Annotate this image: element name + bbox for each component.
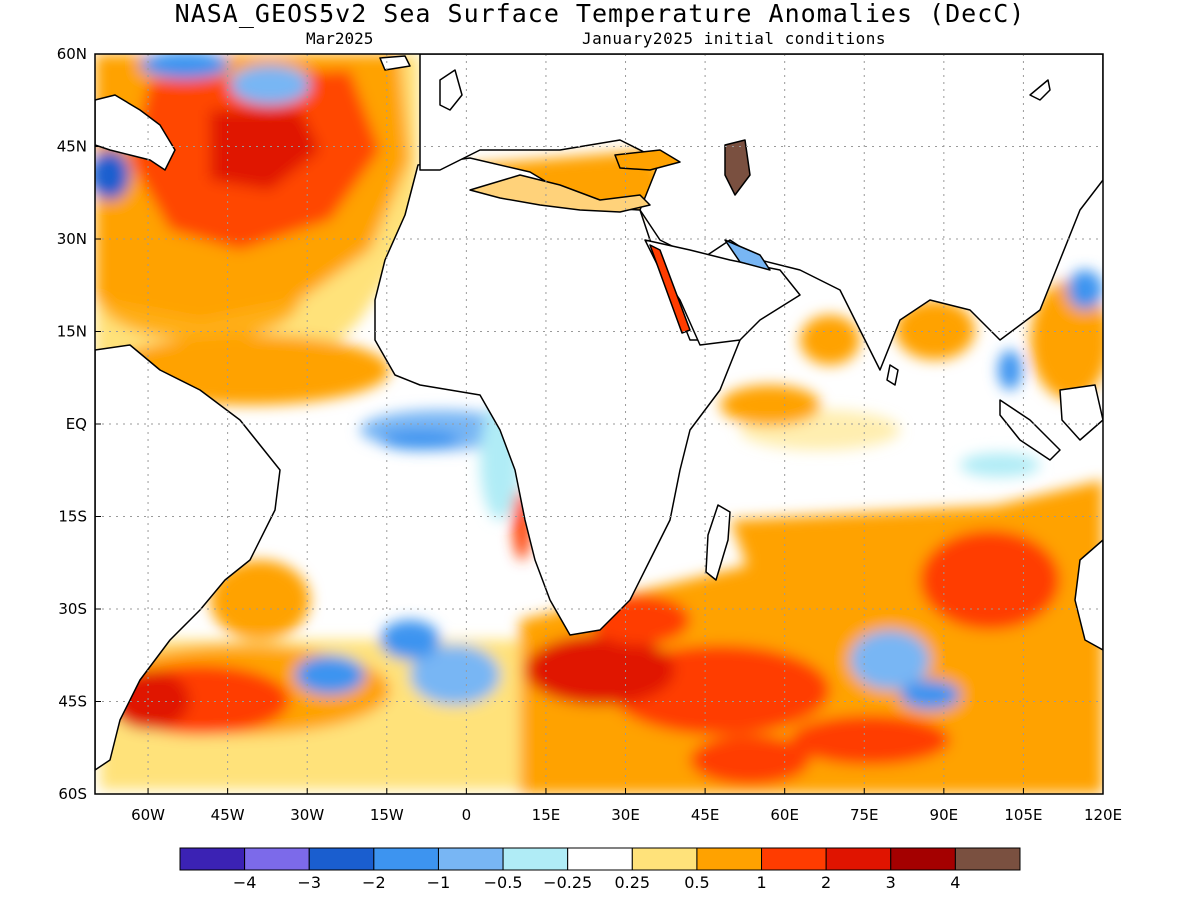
colorbar-swatch: [631, 847, 698, 871]
colorbar-label: 0.25: [614, 873, 650, 892]
latitude-axis: 60N 45N 30N 15N EQ 15S 30S 45S 60S: [57, 45, 101, 803]
colorbar-label: 4: [950, 873, 960, 892]
colorbar-swatch: [696, 847, 763, 871]
colorbar-swatch: [502, 847, 569, 871]
x-tick-label: 45W: [211, 806, 245, 824]
land-north-america: [95, 94, 176, 171]
land-masses: [95, 54, 1103, 771]
y-tick-label: 15S: [58, 508, 87, 526]
colorbar-label: 3: [886, 873, 896, 892]
map-title: NASA_GEOS5v2 Sea Surface Temperature Ano…: [174, 0, 1026, 28]
colorbar-label: −0.25: [543, 873, 592, 892]
colorbar-label: 1: [756, 873, 766, 892]
land-africa: [374, 157, 741, 636]
mediterranean-sea: [469, 174, 651, 213]
colorbar-swatch: [437, 847, 504, 871]
colorbar-swatch: [567, 847, 633, 871]
red-sea: [649, 244, 691, 334]
x-tick-label: 60W: [131, 806, 165, 824]
y-tick-label: 45S: [58, 693, 87, 711]
colorbar-label: 2: [821, 873, 831, 892]
y-tick-label: 60S: [58, 785, 87, 803]
colorbar-swatch: [244, 847, 310, 871]
colorbar-swatch: [954, 847, 1021, 871]
x-tick-label: 60E: [770, 806, 799, 824]
x-tick-label: 75E: [850, 806, 879, 824]
land-sri-lanka: [886, 364, 899, 386]
longitude-axis: 60W 45W 30W 15W 0 15E 30E 45E 60E 75E 90E 105E 120E: [131, 788, 1122, 824]
plot-area: [95, 54, 1103, 794]
x-tick-label: 15W: [370, 806, 404, 824]
colorbar-label: −1: [427, 873, 451, 892]
colorbar-label: −0.5: [484, 873, 523, 892]
colorbar-swatch: [179, 847, 246, 871]
land-australia: [1074, 539, 1103, 651]
colorbar-swatch: [373, 847, 439, 871]
colorbar: −4 −3 −2 −1 −0.5 −0.25 0.25 0.5 1 2 3 4: [179, 847, 1021, 892]
lat-lon-grid: [95, 54, 1103, 794]
land-borneo: [1059, 384, 1103, 441]
colorbar-label: −4: [233, 873, 257, 892]
colorbar-swatch: [308, 847, 375, 871]
y-tick-label: 30S: [58, 600, 87, 618]
y-tick-label: 60N: [57, 45, 87, 63]
land-iceland: [379, 55, 411, 71]
x-tick-label: 30W: [290, 806, 324, 824]
land-south-america: [95, 344, 281, 771]
land-eurasia: [419, 54, 1103, 371]
x-tick-label: 15E: [532, 806, 561, 824]
colorbar-swatch: [890, 847, 956, 871]
x-tick-label: 90E: [930, 806, 959, 824]
colorbar-label: 0.5: [684, 873, 709, 892]
land-japan: [1029, 79, 1051, 101]
colorbar-swatch: [825, 847, 892, 871]
colorbar-label: −3: [297, 873, 321, 892]
forecast-month: Mar2025: [306, 29, 374, 48]
x-tick-label: 120E: [1084, 806, 1122, 824]
land-sumatra: [999, 399, 1061, 461]
colorbar-swatch: [761, 847, 827, 871]
land-uk: [439, 69, 463, 111]
y-tick-label: 45N: [57, 138, 87, 156]
black-sea: [614, 149, 681, 171]
x-tick-label: 45E: [691, 806, 720, 824]
x-tick-label: 0: [462, 806, 472, 824]
y-tick-label: 30N: [57, 230, 87, 248]
persian-gulf: [724, 239, 771, 271]
x-tick-label: 105E: [1004, 806, 1042, 824]
land-madagascar: [705, 504, 731, 581]
caspian-sea: [724, 139, 751, 196]
y-tick-label: EQ: [66, 415, 87, 433]
initial-conditions: January2025 initial conditions: [582, 29, 886, 48]
colorbar-label: −2: [362, 873, 386, 892]
x-tick-label: 30E: [611, 806, 640, 824]
anomaly-field: [95, 54, 1103, 794]
y-tick-label: 15N: [57, 323, 87, 341]
